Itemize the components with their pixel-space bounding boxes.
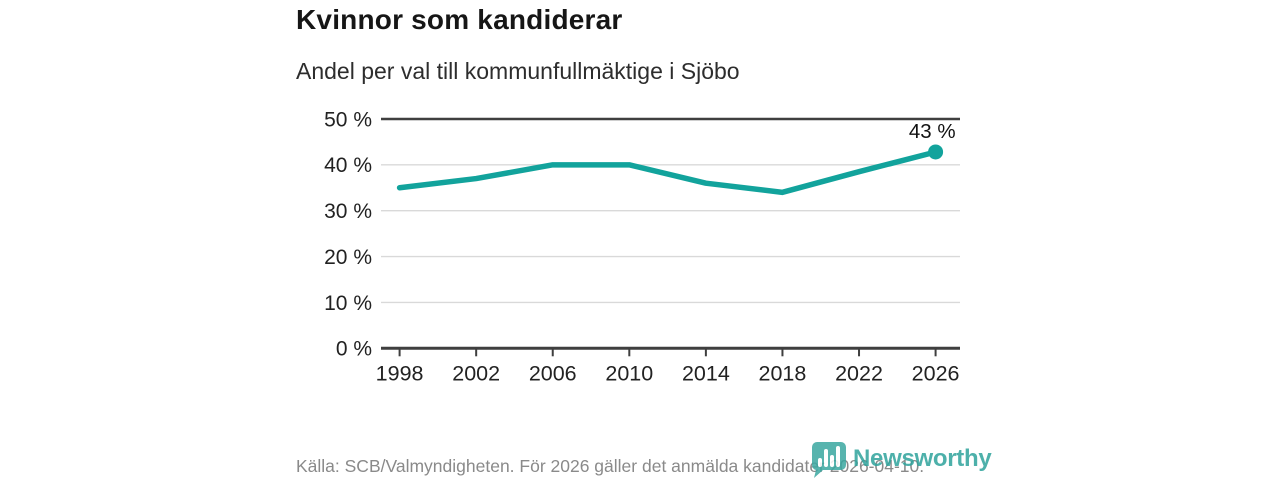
y-axis-labels: 0 % 10 % 20 % 30 % 40 % 50 % bbox=[324, 108, 372, 360]
svg-text:2018: 2018 bbox=[759, 361, 807, 385]
svg-text:2002: 2002 bbox=[452, 361, 500, 385]
svg-text:20 %: 20 % bbox=[324, 246, 372, 269]
svg-text:2014: 2014 bbox=[682, 361, 730, 385]
x-axis: 1998 2002 2006 2010 2014 2018 2022 2026 bbox=[376, 348, 960, 385]
svg-text:2026: 2026 bbox=[912, 361, 960, 385]
source-note: Källa: SCB/Valmyndigheten. För 2026 gäll… bbox=[296, 456, 925, 476]
svg-text:43 %: 43 % bbox=[909, 120, 956, 143]
svg-text:50 %: 50 % bbox=[324, 108, 372, 131]
svg-text:30 %: 30 % bbox=[324, 200, 372, 223]
svg-text:2022: 2022 bbox=[835, 361, 883, 385]
svg-text:2010: 2010 bbox=[605, 361, 653, 385]
chart-title: Kvinnor som kandiderar bbox=[296, 4, 623, 35]
newsworthy-logo: Newsworthy bbox=[810, 440, 992, 478]
data-series-line bbox=[396, 144, 944, 196]
newsworthy-wordmark: Newsworthy bbox=[853, 445, 992, 472]
chart-gridlines bbox=[381, 117, 960, 350]
chart-subtitle: Andel per val till kommunfullmäktige i S… bbox=[296, 58, 740, 84]
newsworthy-bar-chart-bubble-icon bbox=[811, 442, 846, 478]
svg-text:2006: 2006 bbox=[529, 361, 577, 385]
svg-text:40 %: 40 % bbox=[324, 154, 372, 177]
svg-text:0 %: 0 % bbox=[336, 338, 372, 361]
last-point-value-label: 43 % bbox=[909, 120, 956, 143]
svg-text:1998: 1998 bbox=[376, 361, 424, 385]
line-chart: 0 % 10 % 20 % 30 % 40 % 50 % 1998 2002 2006 2010… bbox=[324, 108, 960, 385]
svg-text:10 %: 10 % bbox=[324, 292, 372, 315]
